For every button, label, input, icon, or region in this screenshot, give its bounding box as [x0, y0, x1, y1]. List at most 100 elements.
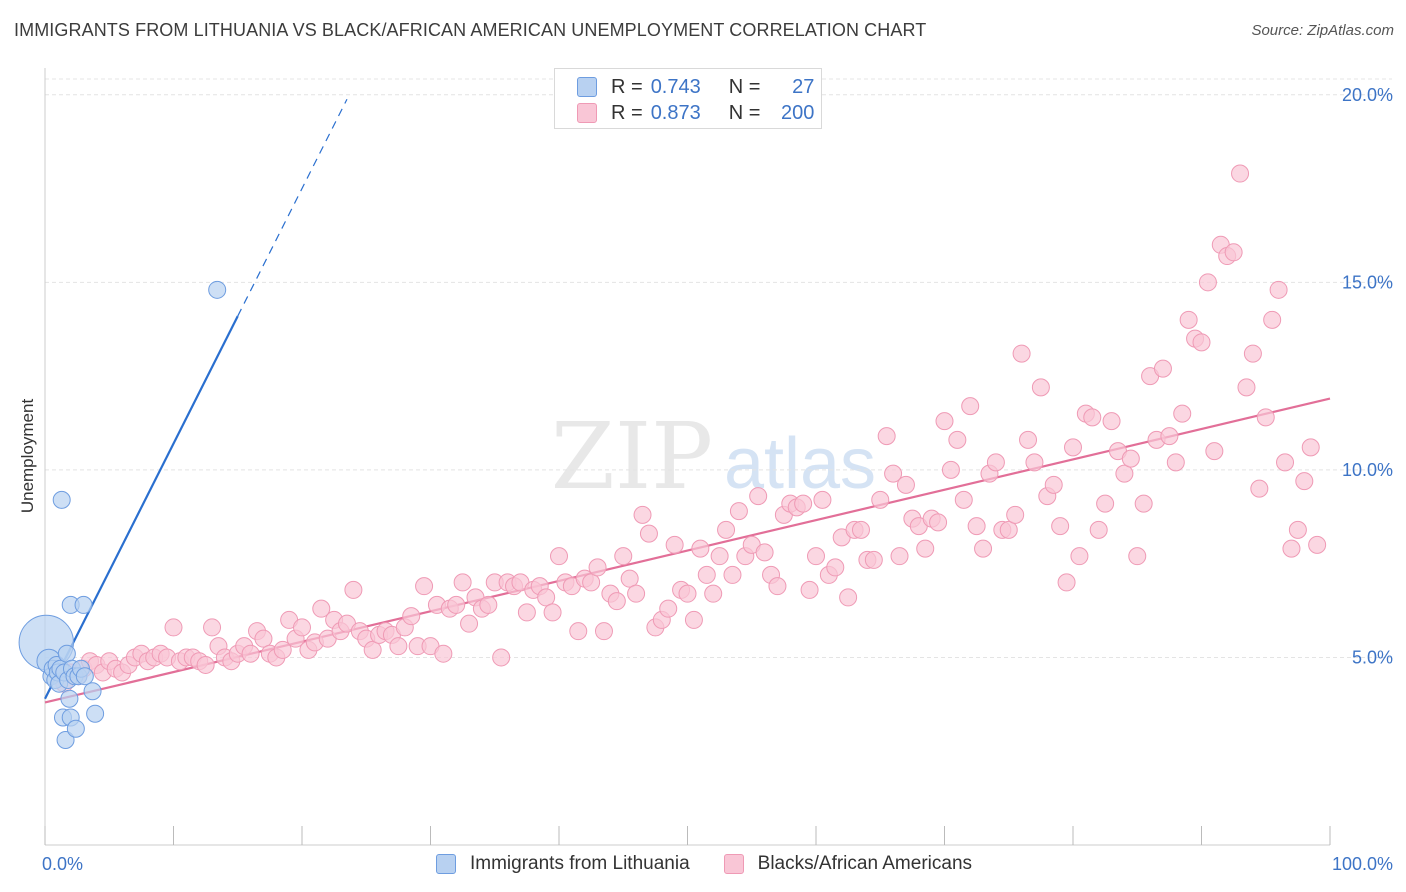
data-point-black — [704, 584, 723, 603]
data-point-black — [203, 618, 222, 637]
data-point-black — [890, 547, 909, 566]
data-point-black — [1269, 280, 1288, 299]
y-tick-label: 20.0% — [1342, 85, 1393, 105]
legend-r-label: R = — [611, 75, 643, 98]
data-point-black — [479, 595, 498, 614]
data-point-black — [1044, 475, 1063, 494]
data-point-lithuania — [52, 490, 71, 509]
data-point-black — [1051, 517, 1070, 536]
data-point-black — [864, 550, 883, 569]
data-point-black — [312, 599, 331, 618]
correlation-legend: R = 0.743 N = 27 R = 0.873 N = 200 — [554, 68, 822, 129]
legend-swatch-blue — [577, 77, 597, 97]
data-point-black — [941, 460, 960, 479]
data-point-black — [1019, 430, 1038, 449]
data-point-black — [813, 490, 832, 509]
data-point-lithuania — [74, 595, 93, 614]
data-point-black — [1064, 438, 1082, 457]
data-point-black — [363, 640, 382, 659]
data-point-black — [1128, 547, 1147, 566]
data-point-black — [948, 430, 967, 449]
y-tick-label: 10.0% — [1342, 460, 1393, 480]
data-point-black — [1102, 412, 1121, 431]
data-point-black — [884, 464, 903, 483]
data-point-black — [492, 648, 511, 667]
data-point-black — [826, 558, 845, 577]
legend-row-black: R = 0.873 N = 200 — [577, 101, 814, 125]
data-point-black — [659, 599, 678, 618]
data-point-lithuania — [86, 704, 105, 723]
data-point-black — [851, 520, 870, 539]
data-point-black — [877, 427, 896, 446]
data-point-black — [254, 629, 273, 648]
data-point-black — [434, 644, 453, 663]
data-point-black — [1179, 310, 1198, 329]
data-point-lithuania — [208, 280, 227, 299]
legend-n-label: N = — [728, 101, 761, 124]
y-tick-label: 15.0% — [1342, 272, 1393, 292]
data-point-black — [607, 592, 626, 611]
data-point-lithuania — [56, 730, 75, 749]
watermark-zip: ZIP — [551, 403, 713, 510]
data-point-black — [1121, 449, 1140, 468]
data-point-black — [594, 622, 613, 641]
data-point-black — [164, 618, 183, 637]
data-point-black — [1153, 359, 1172, 378]
data-point-black — [697, 565, 716, 584]
data-point-black — [1301, 438, 1320, 457]
data-point-black — [1256, 408, 1275, 427]
data-point-black — [800, 580, 819, 599]
legend-n-label: N = — [728, 75, 761, 98]
data-point-black — [974, 539, 993, 558]
data-point-black — [415, 577, 434, 596]
data-point-black — [665, 535, 684, 554]
data-point-black — [1070, 547, 1089, 566]
data-point-black — [1057, 573, 1076, 592]
series-legend: Immigrants from Lithuania Blacks/African… — [436, 852, 1006, 876]
data-point-black — [1012, 344, 1031, 363]
data-point-black — [1160, 427, 1179, 446]
data-point-black — [517, 603, 536, 622]
data-point-black — [1198, 273, 1217, 292]
data-point-black — [196, 655, 215, 674]
legend-n-value: 27 — [792, 75, 815, 98]
legend-r-label: R = — [611, 101, 643, 124]
data-point-black — [588, 558, 607, 577]
data-point-black — [755, 543, 774, 562]
data-point-black — [1205, 442, 1224, 461]
data-point-black — [1295, 472, 1314, 491]
data-point-black — [1173, 404, 1192, 423]
trendline-lithuania — [44, 315, 239, 700]
data-point-lithuania — [66, 719, 85, 738]
data-point-black — [453, 573, 472, 592]
data-point-black — [749, 487, 768, 506]
watermark-atlas: atlas — [724, 424, 876, 504]
y-tick-label: 5.0% — [1352, 647, 1393, 667]
data-point-black — [1006, 505, 1025, 524]
data-point-black — [620, 569, 639, 588]
data-point-black — [582, 573, 601, 592]
legend-item-black: Blacks/African Americans — [723, 853, 972, 875]
data-point-black — [729, 502, 748, 521]
data-point-black — [916, 539, 935, 558]
data-point-black — [633, 505, 652, 524]
data-point-black — [1224, 243, 1243, 262]
y-axis-label: Unemployment — [18, 398, 37, 514]
x-tick-label: 100.0% — [1332, 854, 1393, 874]
data-point-black — [1089, 520, 1108, 539]
legend-swatch-pink — [723, 854, 744, 874]
data-point-black — [614, 547, 633, 566]
data-point-black — [691, 539, 710, 558]
legend-label-lithuania: Immigrants from Lithuania — [470, 853, 690, 874]
data-point-black — [967, 517, 986, 536]
data-point-black — [1231, 164, 1250, 183]
data-point-black — [896, 475, 915, 494]
data-point-black — [717, 520, 736, 539]
data-point-black — [627, 584, 646, 603]
data-point-black — [273, 640, 292, 659]
data-point-black — [639, 524, 658, 543]
data-point-black — [710, 547, 729, 566]
legend-row-lithuania: R = 0.743 N = 27 — [577, 75, 814, 99]
data-point-black — [1134, 494, 1153, 513]
data-point-black — [1083, 408, 1102, 427]
